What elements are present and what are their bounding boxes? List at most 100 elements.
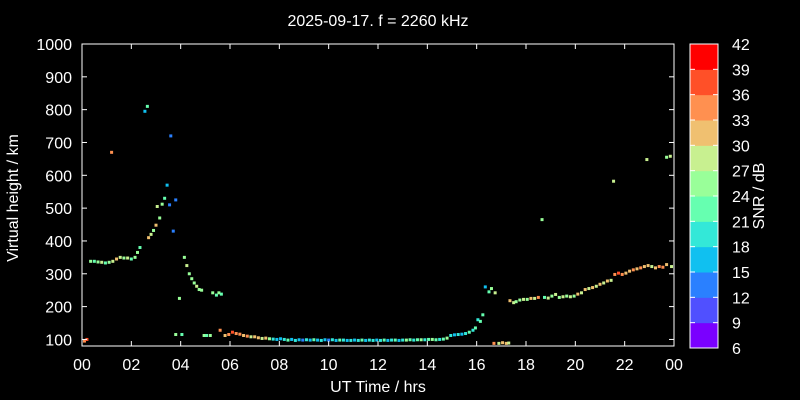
y-tick-label: 400 [45, 234, 72, 251]
data-point [550, 294, 554, 298]
data-point [126, 256, 130, 260]
y-tick-label: 1000 [36, 37, 72, 54]
data-point [180, 333, 184, 337]
data-point [654, 266, 657, 270]
data-point [245, 334, 249, 338]
data-point [445, 336, 449, 340]
data-point [580, 291, 583, 295]
data-point [497, 341, 501, 345]
x-axis: 00 02 04 06 08 10 12 14 16 18 20 22 00 [73, 44, 683, 374]
data-point [594, 284, 598, 288]
x-tick-label: 06 [221, 357, 239, 374]
y-tick-label: 600 [45, 168, 72, 185]
data-point [587, 287, 591, 291]
data-point [568, 295, 572, 299]
data-point [163, 196, 167, 200]
data-point [430, 337, 434, 341]
colorbar-tick-label: 27 [732, 164, 750, 181]
data-point [639, 266, 643, 270]
data-point [256, 336, 260, 340]
data-point [223, 333, 227, 337]
data-point [158, 216, 162, 220]
data-point [187, 272, 191, 276]
data-point [154, 223, 158, 227]
data-point [404, 338, 408, 342]
y-tick-label: 900 [45, 70, 72, 87]
data-point [508, 299, 512, 303]
data-point [293, 338, 297, 342]
data-point [360, 338, 364, 342]
data-point [169, 134, 173, 138]
data-point [512, 301, 516, 305]
x-tick-label: 20 [566, 357, 584, 374]
y-tick-label: 200 [45, 300, 72, 317]
data-point [657, 265, 661, 269]
data-point [92, 259, 96, 263]
data-point [481, 313, 485, 317]
data-point [217, 291, 221, 295]
x-tick-label: 08 [270, 357, 288, 374]
x-tick-label: 04 [172, 357, 190, 374]
data-point [143, 109, 147, 113]
data-point [197, 288, 201, 292]
data-point [147, 236, 151, 240]
data-point [138, 246, 142, 250]
colorbar-segment [690, 44, 718, 70]
colorbar-tick-label: 42 [732, 37, 750, 54]
data-point [208, 333, 212, 337]
data-point [635, 267, 639, 271]
data-point [349, 338, 353, 342]
data-point [227, 333, 231, 337]
colorbar-tick-label: 15 [732, 265, 750, 282]
data-point [319, 338, 323, 342]
x-tick-label: 00 [73, 357, 91, 374]
data-point [174, 198, 178, 202]
data-point [286, 338, 290, 342]
data-point [195, 284, 199, 288]
data-point [238, 332, 242, 336]
data-point [219, 292, 223, 296]
data-point [171, 229, 175, 233]
data-point [572, 294, 576, 298]
colorbar-segment [690, 94, 718, 121]
colorbar-segment [690, 170, 718, 197]
data-point [612, 179, 616, 183]
data-point [378, 338, 382, 342]
data-point [155, 204, 159, 208]
data-point [96, 260, 100, 264]
data-point [423, 338, 427, 342]
x-tick-label: 16 [468, 357, 486, 374]
data-point [536, 295, 540, 299]
x-tick-label: 18 [517, 357, 535, 374]
data-point [297, 338, 301, 342]
data-point [290, 337, 294, 341]
data-point [408, 338, 412, 342]
data-point [620, 272, 624, 276]
data-point [200, 288, 204, 292]
y-tick-label: 100 [45, 332, 72, 349]
data-point [415, 338, 419, 342]
colorbar-segment [690, 145, 718, 172]
data-point [504, 341, 508, 345]
data-point [456, 333, 460, 337]
data-point [375, 338, 379, 342]
data-point [598, 282, 602, 286]
data-point [452, 333, 456, 337]
colorbar-label: SNR / dB [751, 163, 768, 230]
data-point [489, 287, 493, 291]
data-point [386, 338, 390, 342]
data-point [242, 333, 246, 337]
y-axis: 100 200 300 400 500 600 700 800 900 1000 [36, 37, 674, 349]
data-point [533, 296, 537, 300]
data-point [129, 257, 133, 261]
data-point [149, 232, 153, 236]
data-point [364, 338, 368, 342]
data-point [136, 250, 139, 254]
data-point [401, 338, 405, 342]
data-point [115, 257, 119, 261]
data-point [330, 338, 334, 342]
data-point [518, 298, 522, 302]
x-axis-label: UT Time / hrs [330, 379, 426, 396]
y-axis-label: Virtual height / km [5, 134, 22, 262]
